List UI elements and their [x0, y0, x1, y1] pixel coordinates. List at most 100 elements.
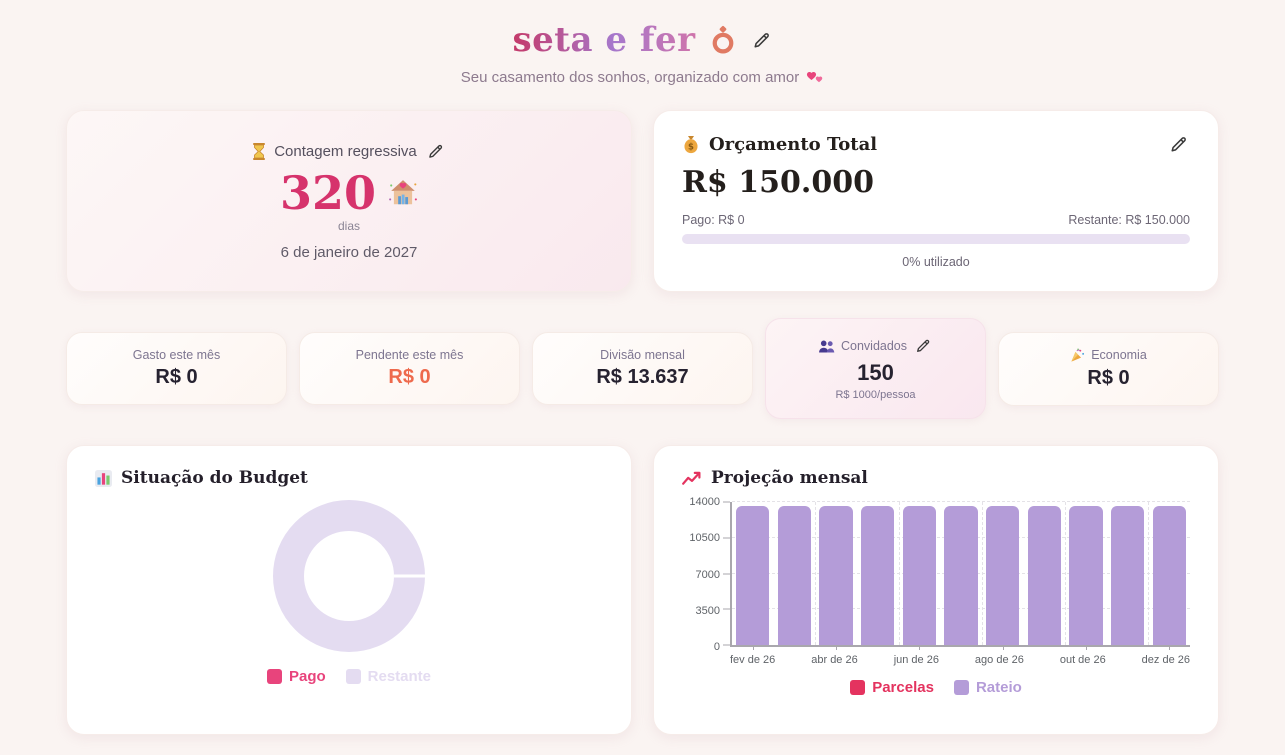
people-icon	[818, 340, 835, 353]
y-tick-label: 10500	[689, 532, 720, 545]
bar-chart-legend: Parcelas Rateio	[682, 679, 1190, 696]
legend-swatch	[266, 669, 282, 684]
stat-sub-label: R$ 1000/pessoa	[835, 389, 916, 401]
stat-card-economia: Economia R$ 0	[998, 331, 1219, 406]
stat-card-convidados: Convidados 150 R$ 1000/pessoa	[765, 318, 986, 419]
x-tick-label	[858, 654, 894, 666]
stat-label: Gasto este mês	[132, 348, 221, 362]
x-tick-label: ago de 26	[974, 654, 1024, 666]
bar-rateio	[944, 505, 978, 645]
countdown-days-unit: dias	[337, 219, 360, 233]
bar-slot	[815, 502, 857, 645]
header: seta e fer Seu casamento dos sonhos, org…	[66, 20, 1219, 86]
x-tick-label: out de 26	[1059, 654, 1106, 666]
bar-rateio	[986, 505, 1020, 645]
bar-slot	[1107, 502, 1149, 645]
bar-slot	[857, 502, 899, 645]
bar-chart-y-axis: 0 3500 7000 10500 14000	[682, 496, 730, 653]
x-tick-label: fev de 26	[730, 654, 776, 666]
two-hearts-icon	[806, 70, 824, 86]
legend-item-parcelas[interactable]: Parcelas	[850, 679, 934, 696]
y-tick-mark	[723, 573, 730, 574]
stat-value: R$ 0	[1087, 366, 1130, 389]
legend-swatch	[953, 680, 969, 695]
legend-swatch	[345, 669, 361, 684]
stat-label: Divisão mensal	[600, 348, 685, 362]
stats-row: Gasto este mês R$ 0 Pendente este mês R$…	[66, 318, 1219, 419]
countdown-wedding-date: 6 de janeiro de 2027	[280, 244, 418, 261]
budget-paid-label: Pago: R$ 0	[682, 213, 745, 227]
edit-title-button[interactable]	[750, 29, 773, 52]
x-tick-label	[1106, 654, 1142, 666]
bar-rateio	[902, 505, 937, 645]
budget-progress-bar	[682, 234, 1190, 244]
budget-card: $ Orçamento Total R$ 150.000 Pago: R$ 0 …	[653, 110, 1219, 292]
bar-slot	[774, 502, 816, 645]
legend-label: Parcelas	[872, 679, 934, 696]
gridline-horizontal	[732, 501, 1190, 502]
edit-budget-button[interactable]	[1167, 133, 1190, 156]
legend-label: Restante	[367, 668, 432, 685]
x-tick-mark	[1169, 645, 1171, 650]
svg-text:$: $	[688, 143, 694, 153]
bar-slot	[732, 502, 774, 645]
countdown-days-value: 320	[279, 166, 377, 220]
y-tick-mark	[723, 644, 730, 646]
edit-countdown-button[interactable]	[425, 141, 446, 162]
bar-chart-bars	[732, 502, 1190, 645]
stat-card-divisao: Divisão mensal R$ 13.637	[532, 332, 753, 405]
legend-label: Pago	[288, 668, 326, 685]
edit-guests-button[interactable]	[913, 336, 933, 356]
edit-pencil-icon	[427, 143, 444, 160]
legend-item-restante[interactable]: Restante	[345, 668, 432, 685]
budget-total-value: R$ 150.000	[682, 165, 874, 200]
bar-rateio	[736, 505, 770, 645]
x-tick-label	[939, 654, 975, 666]
x-tick-mark	[752, 645, 754, 650]
bar-rateio	[819, 505, 853, 645]
bar-slot	[899, 502, 941, 645]
bar-slot	[1023, 502, 1065, 645]
countdown-title: Contagem regressiva	[274, 143, 417, 160]
x-tick-mark	[836, 645, 838, 650]
x-tick-label	[1024, 654, 1060, 666]
stat-card-gasto: Gasto este mês R$ 0	[66, 332, 287, 405]
x-tick-mark	[1002, 645, 1004, 650]
bar-chart-icon	[95, 469, 112, 487]
legend-item-pago[interactable]: Pago	[266, 668, 326, 685]
x-tick-mark	[1085, 645, 1087, 650]
edit-pencil-icon	[752, 31, 771, 50]
edit-pencil-icon	[1169, 135, 1188, 154]
y-tick-mark	[723, 501, 730, 503]
budget-doughnut	[273, 500, 425, 652]
doughnut-segment-restante	[273, 500, 425, 652]
bar-slot	[1148, 502, 1190, 645]
legend-swatch	[850, 680, 866, 695]
monthly-projection-chart-card: Projeção mensal 0 3500 7000 10500 14000 fev …	[653, 445, 1219, 735]
bar-rateio	[1152, 505, 1186, 645]
stat-label: Economia	[1091, 348, 1147, 362]
budget-chart-title: Situação do Budget	[121, 468, 308, 488]
gridline-vertical	[981, 502, 983, 645]
bar-rateio	[861, 505, 895, 645]
legend-label: Rateio	[975, 679, 1022, 696]
stat-value: R$ 0	[388, 366, 431, 388]
bar-rateio	[1110, 505, 1145, 645]
x-tick-label	[775, 654, 811, 666]
stat-label: Convidados	[840, 339, 907, 353]
gridline-vertical	[1065, 502, 1067, 645]
money-bag-icon: $	[682, 135, 700, 154]
y-tick-label: 14000	[689, 496, 720, 508]
bar-rateio	[1069, 505, 1103, 645]
legend-item-rateio[interactable]: Rateio	[953, 679, 1022, 696]
bar-slot	[1065, 502, 1107, 645]
projection-bar-chart: 0 3500 7000 10500 14000	[682, 496, 1190, 653]
bar-slot	[940, 502, 982, 645]
budget-remaining-label: Restante: R$ 150.000	[1068, 213, 1190, 227]
hourglass-icon	[252, 143, 266, 160]
page-title: seta e fer	[512, 20, 696, 60]
budget-title: Orçamento Total	[709, 134, 878, 155]
countdown-card: Contagem regressiva 320	[66, 110, 632, 292]
y-tick-label: 0	[713, 641, 720, 653]
